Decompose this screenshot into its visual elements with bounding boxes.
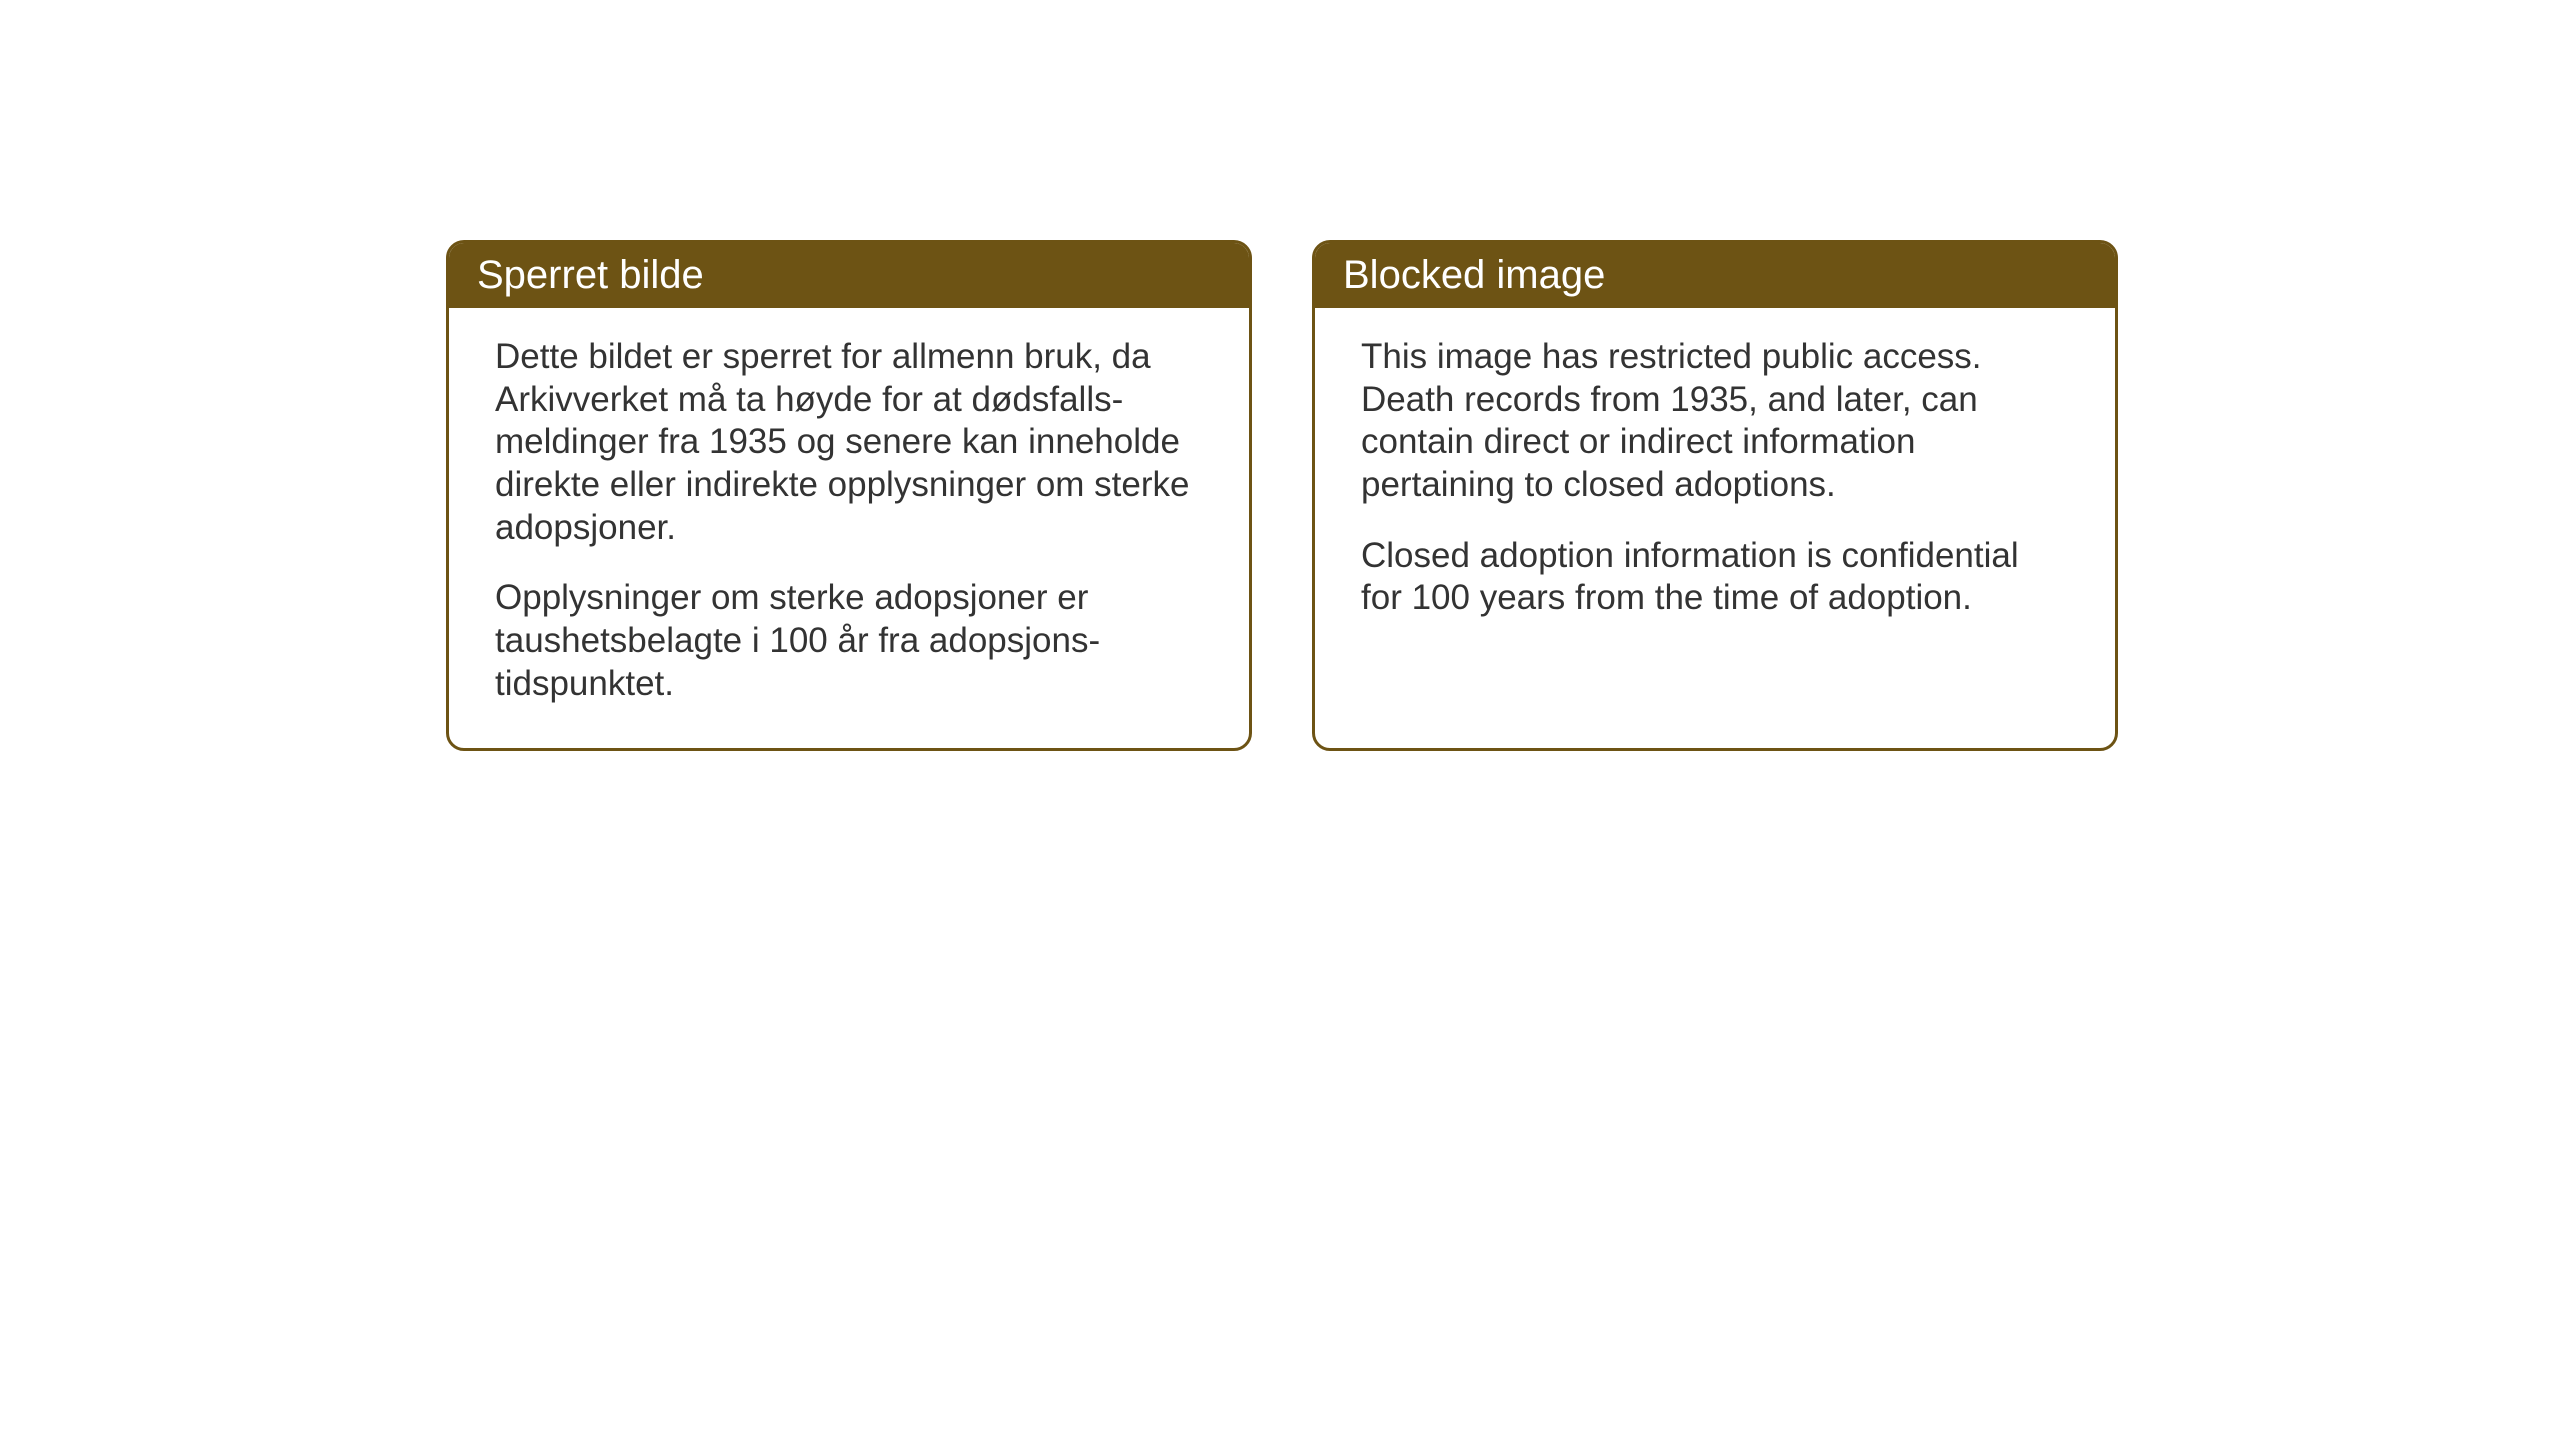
card-english: Blocked image This image has restricted … xyxy=(1312,240,2118,751)
card-title: Blocked image xyxy=(1343,253,1605,297)
card-header-english: Blocked image xyxy=(1315,243,2115,308)
card-paragraph: Dette bildet er sperret for allmenn bruk… xyxy=(495,336,1203,549)
card-norwegian: Sperret bilde Dette bildet er sperret fo… xyxy=(446,240,1252,751)
card-body-norwegian: Dette bildet er sperret for allmenn bruk… xyxy=(449,308,1249,748)
card-paragraph: Opplysninger om sterke adopsjoner er tau… xyxy=(495,577,1203,705)
cards-container: Sperret bilde Dette bildet er sperret fo… xyxy=(446,240,2118,751)
card-body-english: This image has restricted public access.… xyxy=(1315,308,2115,662)
card-header-norwegian: Sperret bilde xyxy=(449,243,1249,308)
card-paragraph: Closed adoption information is confident… xyxy=(1361,535,2069,620)
card-paragraph: This image has restricted public access.… xyxy=(1361,336,2069,507)
card-title: Sperret bilde xyxy=(477,253,704,297)
